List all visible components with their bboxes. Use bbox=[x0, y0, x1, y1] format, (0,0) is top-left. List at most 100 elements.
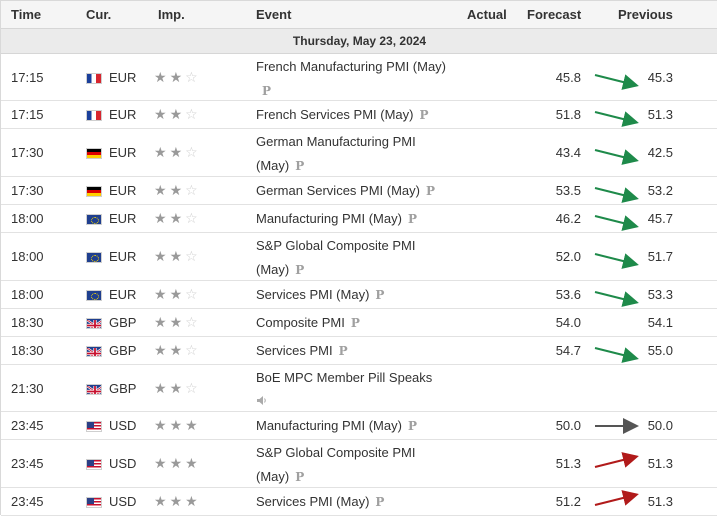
preliminary-badge-icon: P bbox=[407, 212, 417, 226]
star-filled-icon: ★ bbox=[169, 493, 186, 509]
event-name-cell[interactable]: Services PMI (May) P bbox=[256, 490, 461, 514]
table-row[interactable]: 18:00 EUR ★★☆ Manufacturing PMI (May) P 46.2 4… bbox=[1, 205, 717, 233]
event-name-cell[interactable]: Services PMI (May) P bbox=[256, 283, 461, 307]
event-name[interactable]: French Services PMI (May) bbox=[256, 107, 414, 122]
forecast-value: 53.5 bbox=[555, 183, 581, 198]
importance-stars: ★★☆ bbox=[154, 314, 201, 331]
event-name-cell[interactable]: Manufacturing PMI (May) P bbox=[256, 207, 461, 231]
forecast-value: 51.3 bbox=[555, 456, 581, 471]
importance-stars: ★★☆ bbox=[154, 248, 201, 265]
event-name-cell[interactable]: French Manufacturing PMI (May) P bbox=[256, 55, 456, 103]
forecast-value: 52.0 bbox=[555, 249, 581, 264]
importance-stars: ★★★ bbox=[154, 455, 201, 472]
importance-stars: ★★☆ bbox=[154, 380, 201, 397]
trend-up-arrow-icon bbox=[587, 138, 639, 168]
table-header: Time Cur. Imp. Event Actual Forecast Pre… bbox=[1, 1, 717, 29]
event-name[interactable]: Composite PMI bbox=[256, 315, 345, 330]
event-name-cell[interactable]: S&P Global Composite PMI (May) P bbox=[256, 234, 426, 282]
header-importance[interactable]: Imp. bbox=[158, 7, 185, 22]
header-previous[interactable]: Previous bbox=[618, 7, 673, 22]
preliminary-badge-icon: P bbox=[338, 344, 348, 358]
star-empty-icon: ☆ bbox=[185, 69, 201, 85]
event-name[interactable]: German Services PMI (May) bbox=[256, 183, 420, 198]
event-name-cell[interactable]: German Manufacturing PMI (May) P bbox=[256, 130, 426, 178]
currency-code: EUR bbox=[109, 183, 137, 198]
eu-flag-icon bbox=[86, 290, 102, 301]
table-row[interactable]: 23:45 USD ★★★ Services PMI (May) P 51.2 51.3 bbox=[1, 488, 717, 516]
event-name-cell[interactable]: Manufacturing PMI (May) P bbox=[256, 414, 461, 438]
currency-code: EUR bbox=[109, 107, 137, 122]
table-row[interactable]: 23:45 USD ★★★ S&P Global Composite PMI (May… bbox=[1, 440, 717, 488]
importance-stars: ★★☆ bbox=[154, 144, 201, 161]
table-row[interactable]: 17:15 EUR ★★☆ French Manufacturing PMI (May… bbox=[1, 54, 717, 101]
currency-code: USD bbox=[109, 494, 137, 509]
star-filled-icon: ★ bbox=[169, 106, 186, 122]
event-name[interactable]: S&P Global Composite PMI (May) bbox=[256, 445, 416, 484]
star-filled-icon: ★ bbox=[169, 69, 186, 85]
star-empty-icon: ☆ bbox=[185, 182, 201, 198]
us-flag-icon bbox=[86, 497, 102, 508]
trend-up-arrow-icon bbox=[587, 100, 639, 130]
event-name[interactable]: Services PMI (May) bbox=[256, 287, 370, 302]
table-row[interactable]: 18:00 EUR ★★☆ S&P Global Composite PMI (May… bbox=[1, 233, 717, 281]
header-currency[interactable]: Cur. bbox=[86, 7, 112, 22]
star-empty-icon: ☆ bbox=[185, 144, 201, 160]
date-label: Thursday, May 23, 2024 bbox=[292, 34, 427, 48]
star-filled-icon: ★ bbox=[154, 69, 170, 85]
event-name[interactable]: German Manufacturing PMI (May) bbox=[256, 134, 416, 173]
event-name[interactable]: Manufacturing PMI (May) bbox=[256, 418, 402, 433]
event-name-cell[interactable]: French Services PMI (May) P bbox=[256, 103, 461, 127]
de-flag-icon bbox=[86, 148, 102, 159]
star-filled-icon: ★ bbox=[154, 144, 170, 160]
event-name-cell[interactable]: Composite PMI P bbox=[256, 311, 461, 335]
event-time: 18:00 bbox=[11, 249, 44, 264]
table-row[interactable]: 18:30 GBP ★★☆ Services PMI P 54.7 55.0 bbox=[1, 337, 717, 365]
star-filled-icon: ★ bbox=[169, 144, 186, 160]
event-name[interactable]: French Manufacturing PMI (May) bbox=[256, 59, 447, 74]
currency-code: GBP bbox=[109, 343, 137, 358]
table-row[interactable]: 18:30 GBP ★★☆ Composite PMI P 54.0 54.1 bbox=[1, 309, 717, 337]
event-name-cell[interactable]: German Services PMI (May) P bbox=[256, 179, 461, 203]
header-event[interactable]: Event bbox=[256, 7, 292, 22]
star-filled-icon: ★ bbox=[154, 182, 170, 198]
table-row[interactable]: 18:00 EUR ★★☆ Services PMI (May) P 53.6 53.3 bbox=[1, 281, 717, 309]
star-filled-icon: ★ bbox=[185, 493, 201, 509]
table-row[interactable]: 17:30 EUR ★★☆ German Services PMI (May) P 53.… bbox=[1, 177, 717, 205]
currency-code: EUR bbox=[109, 70, 137, 85]
table-row[interactable]: 23:45 USD ★★★ Manufacturing PMI (May) P 50.0 5… bbox=[1, 412, 717, 440]
table-row[interactable]: 17:30 EUR ★★☆ German Manufacturing PMI (May… bbox=[1, 129, 717, 177]
event-time: 18:30 bbox=[11, 343, 44, 358]
de-flag-icon bbox=[86, 186, 102, 197]
forecast-value: 43.4 bbox=[555, 145, 581, 160]
table-row[interactable]: 21:30 GBP ★★☆ BoE MPC Member Pill Speaks bbox=[1, 365, 717, 412]
star-filled-icon: ★ bbox=[169, 417, 186, 433]
event-time: 23:45 bbox=[11, 494, 44, 509]
event-name-cell[interactable]: Services PMI P bbox=[256, 339, 461, 363]
event-name[interactable]: BoE MPC Member Pill Speaks bbox=[256, 370, 433, 385]
currency-code: EUR bbox=[109, 287, 137, 302]
event-name-cell[interactable]: S&P Global Composite PMI (May) P bbox=[256, 441, 426, 489]
previous-value: 55.0 bbox=[647, 343, 673, 358]
currency-code: GBP bbox=[109, 381, 137, 396]
star-empty-icon: ☆ bbox=[185, 380, 201, 396]
event-name[interactable]: Manufacturing PMI (May) bbox=[256, 211, 402, 226]
currency-code: EUR bbox=[109, 249, 137, 264]
header-forecast[interactable]: Forecast bbox=[527, 7, 582, 22]
event-name[interactable]: Services PMI bbox=[256, 343, 333, 358]
importance-stars: ★★☆ bbox=[154, 210, 201, 227]
header-time[interactable]: Time bbox=[11, 7, 42, 22]
importance-stars: ★★★ bbox=[154, 493, 201, 510]
event-name[interactable]: Services PMI (May) bbox=[256, 494, 370, 509]
forecast-value: 50.0 bbox=[555, 418, 581, 433]
header-actual[interactable]: Actual bbox=[467, 7, 507, 22]
event-name-cell[interactable]: BoE MPC Member Pill Speaks bbox=[256, 366, 446, 414]
star-filled-icon: ★ bbox=[169, 182, 186, 198]
forecast-value: 45.8 bbox=[555, 70, 581, 85]
table-row[interactable]: 17:15 EUR ★★☆ French Services PMI (May) P 51.… bbox=[1, 101, 717, 129]
speaker-icon bbox=[256, 390, 268, 414]
currency-code: GBP bbox=[109, 315, 137, 330]
previous-value: 51.3 bbox=[647, 494, 673, 509]
event-time: 17:15 bbox=[11, 107, 44, 122]
event-name[interactable]: S&P Global Composite PMI (May) bbox=[256, 238, 416, 277]
currency-code: USD bbox=[109, 418, 137, 433]
